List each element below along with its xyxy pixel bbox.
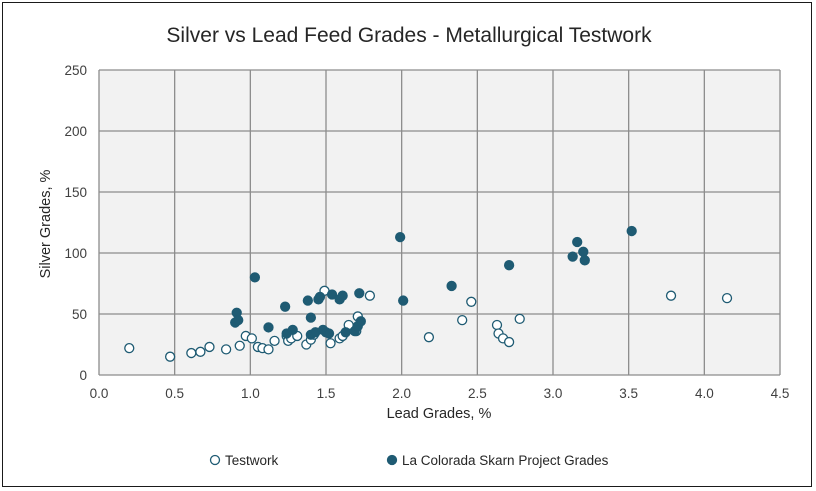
point-testwork — [164, 351, 176, 362]
point-testwork — [325, 338, 336, 349]
y-tick-label: 0 — [79, 368, 87, 383]
point-testwork — [186, 347, 197, 359]
point-la-colorada — [395, 231, 406, 243]
point-la-colorada — [354, 288, 365, 299]
y-tick-label: 250 — [64, 63, 87, 78]
x-tick-label: 4.0 — [695, 386, 714, 401]
point-la-colorada — [567, 251, 578, 262]
legend: Testwork La Colorada Skarn Project Grade… — [209, 453, 609, 468]
x-tick-labels: 0.0 0.5 1.0 1.5 2.0 2.5 3.0 3.5 4.0 4.5 — [90, 386, 790, 401]
y-tick-label: 50 — [72, 307, 87, 322]
gridlines — [98, 69, 781, 376]
point-testwork — [204, 341, 215, 353]
point-la-colorada — [340, 327, 351, 338]
point-la-colorada — [626, 225, 637, 237]
point-testwork — [246, 333, 257, 344]
y-tick-label: 150 — [64, 185, 87, 200]
y-axis-label: Silver Grades, % — [38, 170, 54, 279]
point-testwork — [457, 314, 468, 326]
point-testwork — [263, 344, 274, 355]
point-testwork — [466, 296, 477, 307]
point-la-colorada — [279, 301, 291, 312]
legend-label-testwork: Testwork — [225, 453, 279, 468]
x-tick-label: 0.0 — [90, 386, 109, 401]
y-tick-label: 100 — [64, 246, 87, 261]
y-tick-labels: 0 50 100 150 200 250 — [64, 63, 87, 383]
point-la-colorada — [355, 316, 366, 327]
point-la-colorada — [302, 295, 313, 306]
x-tick-label: 2.5 — [468, 386, 487, 401]
point-testwork — [491, 319, 503, 331]
point-testwork — [124, 343, 135, 354]
point-testwork — [721, 292, 733, 304]
x-tick-label: 1.0 — [241, 386, 260, 401]
legend-label-la-colorada: La Colorada Skarn Project Grades — [402, 453, 609, 468]
point-la-colorada — [233, 314, 244, 326]
point-testwork — [195, 346, 206, 357]
x-axis-label: Lead Grades, % — [387, 406, 492, 422]
point-testwork — [234, 340, 245, 351]
x-tick-label: 1.5 — [317, 386, 336, 401]
x-tick-label: 2.0 — [392, 386, 411, 401]
point-la-colorada — [287, 324, 298, 336]
point-la-colorada — [578, 246, 589, 257]
data-points — [124, 225, 733, 362]
point-testwork — [220, 344, 232, 355]
y-tick-label: 200 — [64, 124, 87, 139]
point-testwork — [665, 290, 677, 301]
legend-marker-la-colorada — [386, 454, 398, 466]
point-la-colorada — [572, 236, 583, 248]
point-la-colorada — [263, 322, 274, 333]
x-tick-label: 0.5 — [165, 386, 184, 401]
point-la-colorada — [323, 328, 335, 339]
point-testwork — [514, 313, 525, 325]
point-la-colorada — [314, 291, 326, 303]
point-testwork — [269, 335, 280, 346]
point-la-colorada — [579, 255, 590, 266]
point-la-colorada — [305, 312, 317, 323]
point-la-colorada — [326, 289, 338, 300]
point-testwork — [364, 290, 376, 301]
point-testwork — [423, 332, 435, 343]
x-tick-label: 3.0 — [544, 386, 563, 401]
point-la-colorada — [503, 260, 515, 271]
legend-marker-testwork — [209, 454, 221, 466]
point-la-colorada — [249, 272, 261, 283]
point-la-colorada — [337, 290, 348, 301]
point-testwork — [503, 336, 515, 348]
point-la-colorada — [398, 295, 409, 306]
point-la-colorada — [446, 280, 457, 292]
x-tick-label: 4.5 — [771, 386, 790, 401]
x-tick-label: 3.5 — [619, 386, 638, 401]
chart-title: Silver vs Lead Feed Grades - Metallurgic… — [166, 24, 652, 47]
plot-area — [99, 70, 780, 375]
